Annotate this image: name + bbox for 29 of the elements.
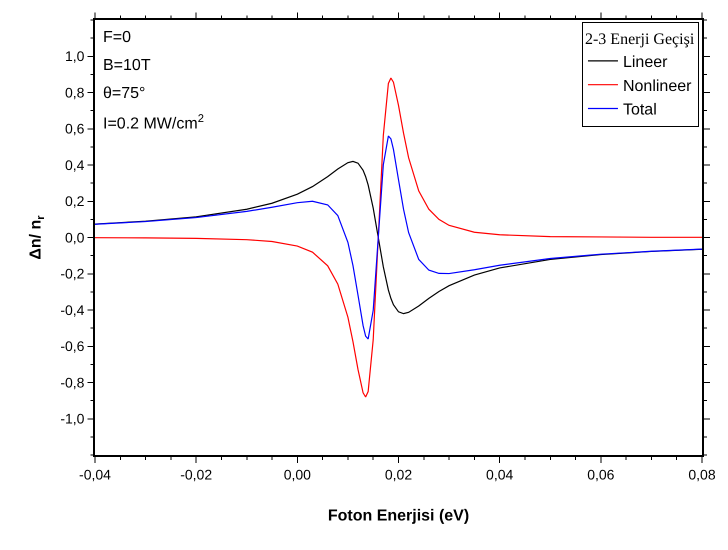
x-tick-label: 0,02 bbox=[384, 466, 412, 483]
line-series bbox=[95, 77, 702, 398]
x-tick-label: 0,06 bbox=[587, 466, 615, 483]
legend-label: Nonlineer bbox=[622, 78, 692, 95]
y-tick-label: 0,0 bbox=[64, 229, 85, 246]
annotation: F=0 bbox=[103, 29, 132, 46]
y-tick-label: 0,6 bbox=[64, 120, 85, 137]
legend-label: Total bbox=[622, 102, 657, 119]
annotation: B=10T bbox=[103, 57, 151, 74]
annotation: θ=75° bbox=[103, 85, 146, 102]
x-tick-label: 0,08 bbox=[688, 466, 716, 483]
y-tick-label: 0,2 bbox=[64, 193, 85, 210]
y-tick-label: -0,4 bbox=[60, 302, 85, 318]
x-tick-label: 0,00 bbox=[284, 466, 312, 483]
x-tick-label: -0,02 bbox=[180, 466, 212, 483]
y-tick-label: -0,8 bbox=[60, 374, 85, 390]
legend-label: Lineer bbox=[622, 54, 668, 72]
y-tick-label: 1,0 bbox=[64, 48, 85, 64]
x-tick-label: -0,04 bbox=[79, 466, 112, 483]
y-tick-label: 0,8 bbox=[64, 84, 85, 100]
annotation: I=0.2 MW/cm$^{2}$ bbox=[103, 113, 204, 133]
y-tick-label: 0,4 bbox=[64, 156, 85, 173]
x-axis-title: Foton Enerjisi (eV) bbox=[328, 508, 470, 525]
y-tick-label: -0,2 bbox=[60, 266, 85, 282]
x-tick-label: 0,04 bbox=[486, 466, 514, 483]
y-tick-label: -1,0 bbox=[60, 410, 85, 427]
y-tick-label: -0,6 bbox=[60, 338, 85, 354]
legend-title: 2-3 Enerji Geçişi bbox=[584, 30, 695, 48]
line-series bbox=[95, 135, 702, 340]
